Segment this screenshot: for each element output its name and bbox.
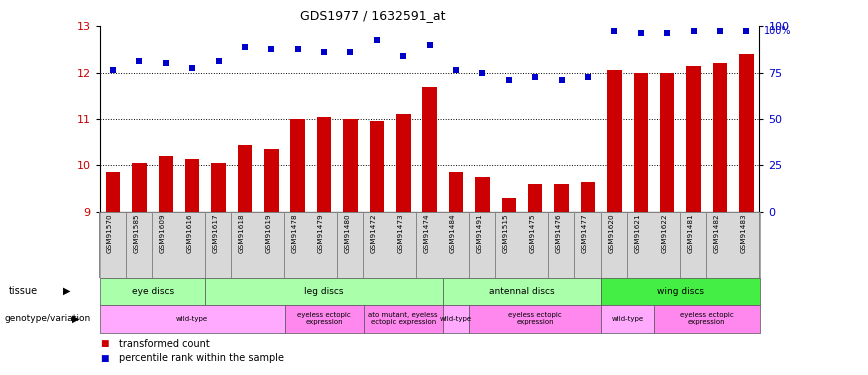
Text: GSM91620: GSM91620	[608, 213, 615, 253]
Text: ato mutant, eyeless
ectopic expression: ato mutant, eyeless ectopic expression	[368, 312, 438, 325]
Bar	[687, 66, 700, 212]
Point	[265, 46, 279, 53]
Point	[370, 37, 384, 43]
Point	[185, 65, 199, 71]
Text: wing discs: wing discs	[657, 286, 704, 296]
Text: GSM91585: GSM91585	[134, 213, 140, 253]
Text: GSM91619: GSM91619	[266, 213, 272, 253]
Text: eyeless ectopic
expression: eyeless ectopic expression	[297, 312, 351, 325]
Point	[238, 44, 252, 50]
Bar	[660, 73, 674, 212]
Bar	[607, 70, 621, 212]
Bar	[132, 163, 147, 212]
Text: GSM91618: GSM91618	[239, 213, 245, 253]
Bar	[502, 198, 516, 212]
Bar	[475, 177, 490, 212]
Point	[740, 28, 753, 34]
Text: GSM91474: GSM91474	[424, 213, 430, 253]
Text: ■: ■	[100, 354, 108, 363]
Text: GSM91621: GSM91621	[635, 213, 641, 253]
Text: wild-type: wild-type	[440, 316, 472, 322]
Point	[397, 53, 411, 59]
Point	[581, 74, 595, 80]
Bar	[211, 163, 226, 212]
Bar	[528, 184, 542, 212]
Text: GSM91491: GSM91491	[477, 213, 483, 253]
Text: genotype/variation: genotype/variation	[4, 314, 90, 323]
Point	[476, 70, 490, 76]
Text: GSM91478: GSM91478	[292, 213, 298, 253]
Bar	[634, 73, 648, 212]
Bar	[238, 145, 253, 212]
Text: tissue: tissue	[9, 286, 38, 296]
Point	[106, 68, 120, 74]
Bar	[423, 87, 437, 212]
Bar	[713, 63, 727, 212]
Text: wild-type: wild-type	[611, 316, 644, 322]
Bar	[370, 122, 385, 212]
Text: GSM91472: GSM91472	[371, 213, 377, 253]
Bar	[106, 172, 121, 212]
Text: GSM91616: GSM91616	[186, 213, 192, 253]
Text: GSM91515: GSM91515	[503, 213, 509, 253]
Text: GSM91483: GSM91483	[740, 213, 746, 253]
Bar	[159, 156, 173, 212]
Point	[423, 42, 437, 48]
Text: GSM91484: GSM91484	[450, 213, 456, 253]
Point	[212, 58, 226, 64]
Text: GSM91480: GSM91480	[345, 213, 351, 253]
Point	[344, 49, 358, 55]
Point	[159, 60, 173, 66]
Point	[713, 28, 727, 34]
Text: GSM91479: GSM91479	[318, 213, 324, 253]
Text: eye discs: eye discs	[132, 286, 174, 296]
Point	[133, 58, 147, 64]
Bar	[185, 159, 200, 212]
Point	[555, 76, 569, 82]
Text: 100%: 100%	[764, 26, 792, 36]
Bar	[291, 119, 305, 212]
Text: GSM91622: GSM91622	[661, 213, 667, 253]
Text: GSM91477: GSM91477	[582, 213, 588, 253]
Text: wild-type: wild-type	[176, 316, 208, 322]
Text: GSM91475: GSM91475	[529, 213, 536, 253]
Point	[608, 28, 621, 34]
Text: ■: ■	[100, 339, 108, 348]
Text: ▶: ▶	[72, 314, 80, 324]
Bar	[317, 117, 332, 212]
Text: eyeless ectopic
expression: eyeless ectopic expression	[680, 312, 733, 325]
Point	[449, 68, 463, 74]
Text: transformed count: transformed count	[119, 339, 210, 349]
Point	[529, 74, 542, 80]
Text: GDS1977 / 1632591_at: GDS1977 / 1632591_at	[300, 9, 446, 22]
Point	[317, 49, 331, 55]
Point	[502, 76, 516, 82]
Text: eyeless ectopic
expression: eyeless ectopic expression	[509, 312, 562, 325]
Bar	[449, 172, 464, 212]
Bar	[739, 54, 753, 212]
Text: antennal discs: antennal discs	[490, 286, 555, 296]
Text: GSM91570: GSM91570	[107, 213, 113, 253]
Text: GSM91609: GSM91609	[160, 213, 166, 253]
Text: GSM91482: GSM91482	[713, 213, 720, 253]
Text: ▶: ▶	[63, 286, 71, 296]
Point	[687, 28, 700, 34]
Text: GSM91481: GSM91481	[687, 213, 694, 253]
Text: GSM91617: GSM91617	[213, 213, 219, 253]
Bar	[264, 149, 279, 212]
Bar	[555, 184, 569, 212]
Point	[634, 30, 648, 36]
Text: leg discs: leg discs	[305, 286, 344, 296]
Point	[661, 30, 674, 36]
Text: GSM91476: GSM91476	[556, 213, 562, 253]
Bar	[343, 119, 358, 212]
Text: GSM91473: GSM91473	[398, 213, 404, 253]
Text: percentile rank within the sample: percentile rank within the sample	[119, 353, 284, 363]
Bar	[581, 182, 595, 212]
Bar	[396, 114, 411, 212]
Point	[291, 46, 305, 53]
